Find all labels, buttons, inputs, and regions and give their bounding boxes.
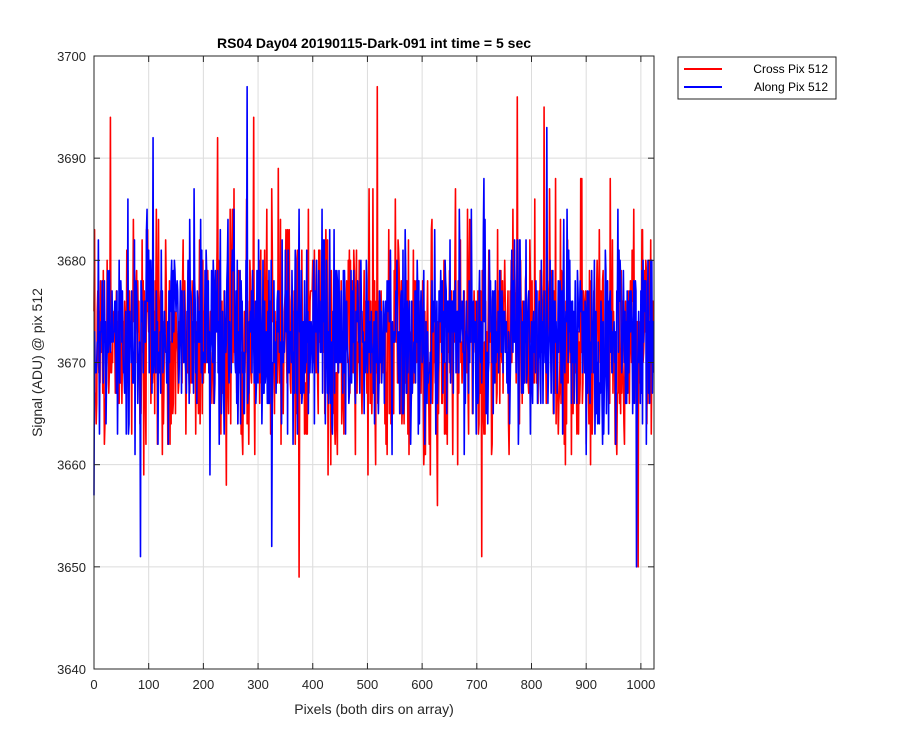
legend-label-cross: Cross Pix 512	[753, 62, 828, 76]
legend-box	[677, 56, 837, 100]
y-axis-label: Signal (ADU) @ pix 512	[29, 288, 45, 437]
x-tick-label: 100	[138, 677, 160, 692]
y-tick-label: 3700	[57, 49, 86, 64]
axis-ticks: 0 100 200 300 400 500 600 700 800 900 1000 3640 3650…	[57, 49, 655, 692]
x-tick-label: 300	[247, 677, 269, 692]
chart-title: RS04 Day04 20190115-Dark-091 int time = …	[217, 35, 531, 51]
x-tick-label: 800	[521, 677, 543, 692]
x-tick-label: 900	[575, 677, 597, 692]
y-tick-label: 3670	[57, 356, 86, 371]
series-layer	[93, 85, 655, 578]
x-tick-label: 500	[357, 677, 379, 692]
x-tick-label: 600	[411, 677, 433, 692]
x-axis-label: Pixels (both dirs on array)	[294, 701, 454, 717]
series-line-along	[93, 85, 655, 568]
x-tick-label: 200	[193, 677, 215, 692]
legend: Cross Pix 512 Along Pix 512	[677, 56, 837, 100]
x-tick-label: 1000	[626, 677, 655, 692]
x-tick-label: 400	[302, 677, 324, 692]
y-tick-label: 3680	[57, 253, 86, 268]
y-tick-label: 3650	[57, 560, 86, 575]
legend-label-along: Along Pix 512	[754, 80, 828, 94]
y-tick-label: 3640	[57, 662, 86, 677]
y-tick-label: 3660	[57, 458, 86, 473]
x-tick-label: 700	[466, 677, 488, 692]
y-tick-label: 3690	[57, 151, 86, 166]
x-tick-label: 0	[90, 677, 97, 692]
